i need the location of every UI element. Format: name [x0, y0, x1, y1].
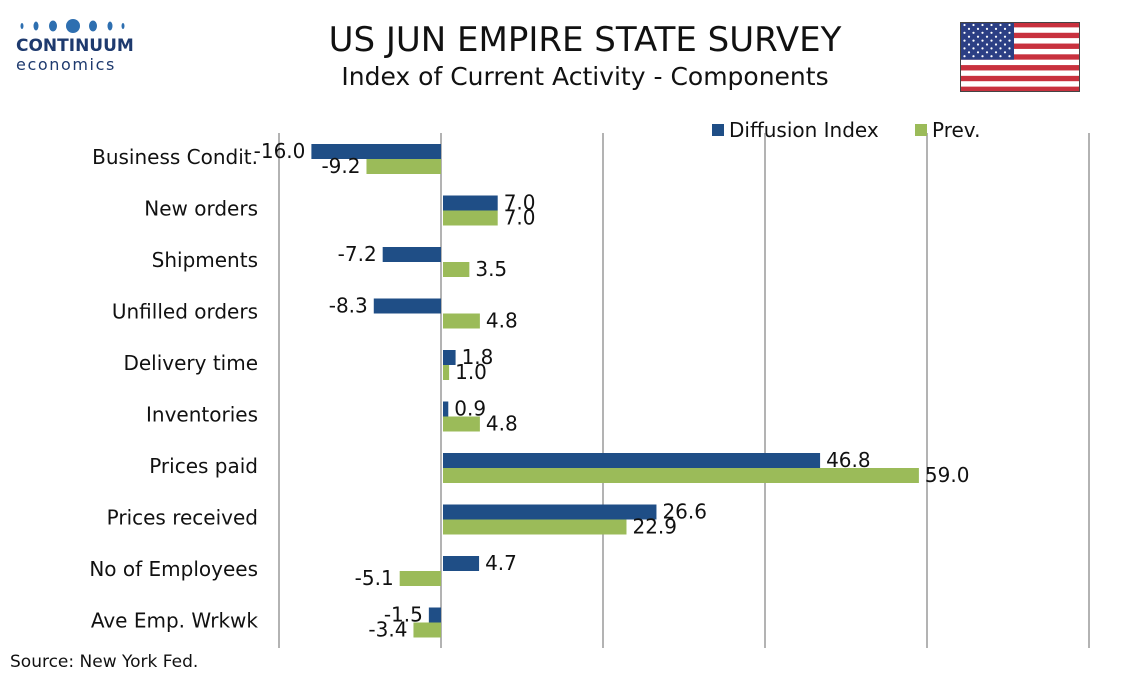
data-label: -16.0 — [254, 139, 306, 163]
bar-prev — [413, 622, 441, 638]
bar-prev — [443, 262, 470, 277]
bar-diffusion-index — [443, 504, 657, 520]
legend-label: Diffusion Index — [729, 118, 879, 142]
data-label: 7.0 — [504, 191, 536, 215]
data-label: 3.5 — [475, 257, 507, 281]
category-label: Delivery time — [123, 351, 258, 375]
data-label: 4.8 — [486, 412, 518, 436]
data-label: 46.8 — [826, 448, 871, 472]
chart-subtitle: Index of Current Activity - Components — [341, 62, 829, 91]
data-label: 4.8 — [486, 309, 518, 333]
category-label: Shipments — [152, 248, 258, 272]
bar-prev — [443, 416, 480, 432]
data-label: -8.3 — [329, 294, 368, 318]
legend-swatch — [712, 124, 724, 136]
bar-diffusion-index — [311, 144, 441, 159]
data-label: -7.2 — [338, 242, 377, 266]
bar-prev — [443, 365, 450, 380]
data-label: -3.4 — [368, 618, 407, 642]
legend-label: Prev. — [932, 118, 980, 142]
data-label: -9.2 — [321, 154, 360, 178]
category-label: Prices received — [107, 506, 258, 530]
category-label: Ave Emp. Wrkwk — [91, 609, 259, 633]
category-label: No of Employees — [89, 557, 258, 581]
bar-diffusion-index — [443, 195, 498, 211]
category-label: Unfilled orders — [112, 300, 258, 324]
data-label: -5.1 — [355, 566, 394, 590]
bar-diffusion-index — [373, 298, 441, 314]
brand-logo: CONTINUUM economics — [14, 14, 134, 74]
bar-prev — [443, 313, 480, 329]
legend-swatch — [915, 124, 927, 136]
brand-sub: economics — [16, 55, 116, 74]
bar-diffusion-index — [428, 607, 441, 623]
category-label: New orders — [144, 197, 258, 221]
bar-prev — [443, 519, 627, 535]
category-label: Prices paid — [149, 454, 258, 478]
data-label: 7.0 — [504, 206, 536, 230]
bar-prev — [443, 210, 498, 226]
data-label: 26.6 — [662, 500, 707, 524]
source-note: Source: New York Fed. — [10, 652, 199, 672]
us-flag-icon — [960, 22, 1080, 92]
chart-title: US JUN EMPIRE STATE SURVEY — [328, 20, 842, 60]
brand-name: CONTINUUM — [16, 36, 134, 56]
bar-diffusion-index — [382, 247, 441, 262]
bar-prev — [443, 468, 919, 483]
bar-diffusion-index — [443, 556, 480, 571]
bar-prev — [366, 159, 441, 174]
category-label: Business Condit. — [92, 145, 258, 169]
data-label: 4.7 — [485, 551, 517, 575]
data-label: 0.9 — [454, 397, 486, 421]
category-label: Inventories — [146, 403, 258, 427]
data-label: 1.0 — [455, 360, 487, 384]
logo-dots-icon — [20, 19, 125, 33]
data-label: -1.5 — [384, 603, 423, 627]
data-label: 22.9 — [632, 515, 677, 539]
bar-prev — [399, 571, 441, 586]
bar-diffusion-index — [443, 453, 821, 468]
data-label: 1.8 — [462, 345, 494, 369]
bar-diffusion-index — [443, 401, 449, 417]
data-label: 59.0 — [925, 463, 970, 487]
bar-diffusion-index — [443, 350, 456, 365]
